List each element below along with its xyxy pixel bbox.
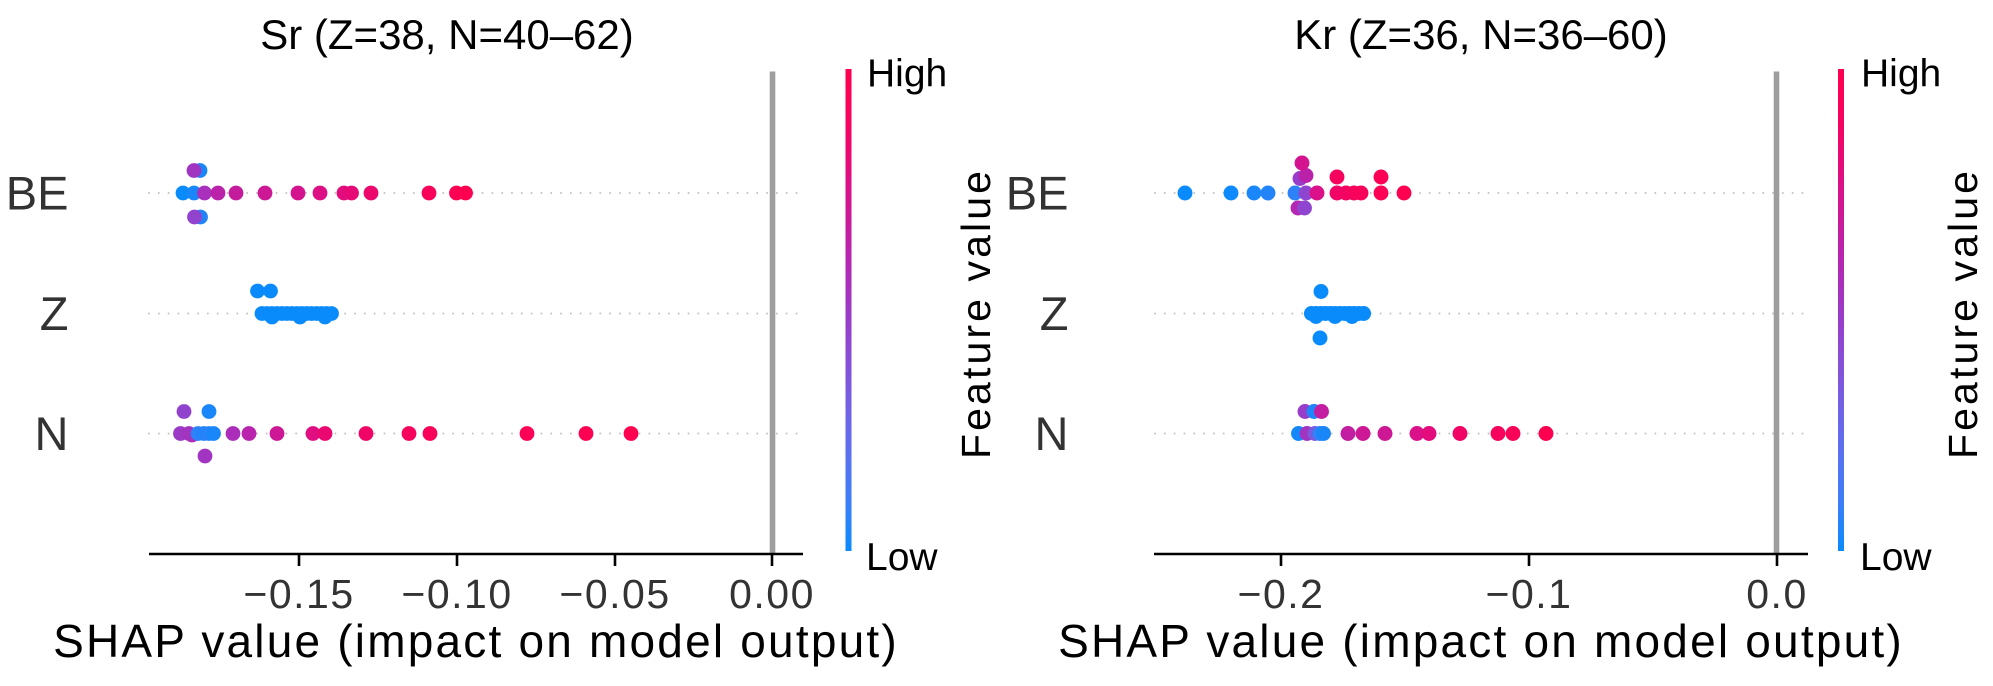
svg-text:High: High — [1861, 53, 1941, 96]
svg-text:Sr (Z=38, N=40–62): Sr (Z=38, N=40–62) — [260, 11, 634, 58]
svg-text:0.0: 0.0 — [1746, 571, 1808, 617]
svg-text:Kr (Z=36, N=36–60): Kr (Z=36, N=36–60) — [1294, 11, 1668, 58]
svg-text:SHAP value (impact on model ou: SHAP value (impact on model output) — [53, 615, 899, 667]
svg-text:−0.1: −0.1 — [1486, 571, 1573, 617]
svg-text:Feature value: Feature value — [1940, 168, 1986, 459]
svg-text:0.00: 0.00 — [729, 571, 815, 617]
svg-text:BE: BE — [6, 166, 69, 219]
svg-text:−0.15: −0.15 — [243, 571, 354, 617]
svg-text:Low: Low — [866, 536, 938, 579]
svg-text:−0.2: −0.2 — [1238, 571, 1325, 617]
svg-text:Feature value: Feature value — [953, 168, 999, 459]
svg-text:Low: Low — [1860, 536, 1932, 579]
svg-text:Z: Z — [40, 287, 69, 340]
svg-text:High: High — [867, 53, 947, 96]
svg-text:−0.10: −0.10 — [401, 571, 512, 617]
svg-text:−0.05: −0.05 — [559, 571, 670, 617]
svg-text:Z: Z — [1040, 287, 1069, 340]
svg-text:N: N — [1035, 407, 1069, 460]
svg-text:N: N — [35, 407, 69, 460]
svg-text:SHAP value (impact on model ou: SHAP value (impact on model output) — [1058, 615, 1904, 667]
svg-text:BE: BE — [1006, 166, 1069, 219]
